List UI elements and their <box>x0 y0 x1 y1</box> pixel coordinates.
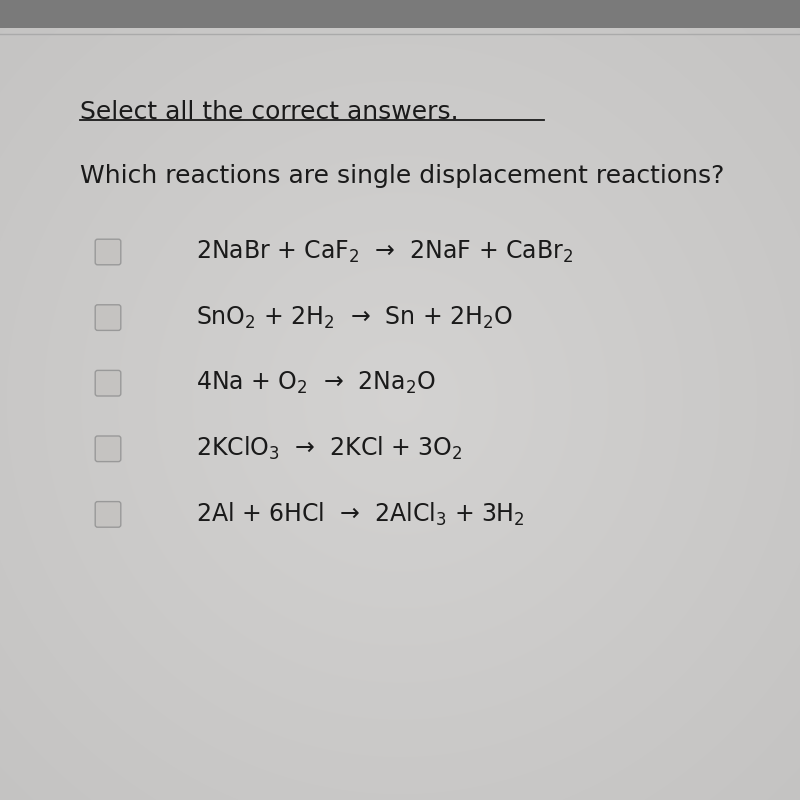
FancyBboxPatch shape <box>95 436 121 462</box>
Text: Which reactions are single displacement reactions?: Which reactions are single displacement … <box>80 164 724 188</box>
FancyBboxPatch shape <box>95 502 121 527</box>
FancyBboxPatch shape <box>95 305 121 330</box>
FancyBboxPatch shape <box>95 239 121 265</box>
FancyBboxPatch shape <box>95 370 121 396</box>
Text: 2NaBr + CaF$_2$  →  2NaF + CaBr$_2$: 2NaBr + CaF$_2$ → 2NaF + CaBr$_2$ <box>196 239 574 265</box>
Text: Select all the correct answers.: Select all the correct answers. <box>80 100 458 124</box>
Text: 2Al + 6HCl  →  2AlCl$_3$ + 3H$_2$: 2Al + 6HCl → 2AlCl$_3$ + 3H$_2$ <box>196 501 524 528</box>
Text: SnO$_2$ + 2H$_2$  →  Sn + 2H$_2$O: SnO$_2$ + 2H$_2$ → Sn + 2H$_2$O <box>196 305 514 330</box>
Bar <box>0 0 800 28</box>
Text: 4Na + O$_2$  →  2Na$_2$O: 4Na + O$_2$ → 2Na$_2$O <box>196 370 436 396</box>
Text: 2KClO$_3$  →  2KCl + 3O$_2$: 2KClO$_3$ → 2KCl + 3O$_2$ <box>196 435 462 462</box>
